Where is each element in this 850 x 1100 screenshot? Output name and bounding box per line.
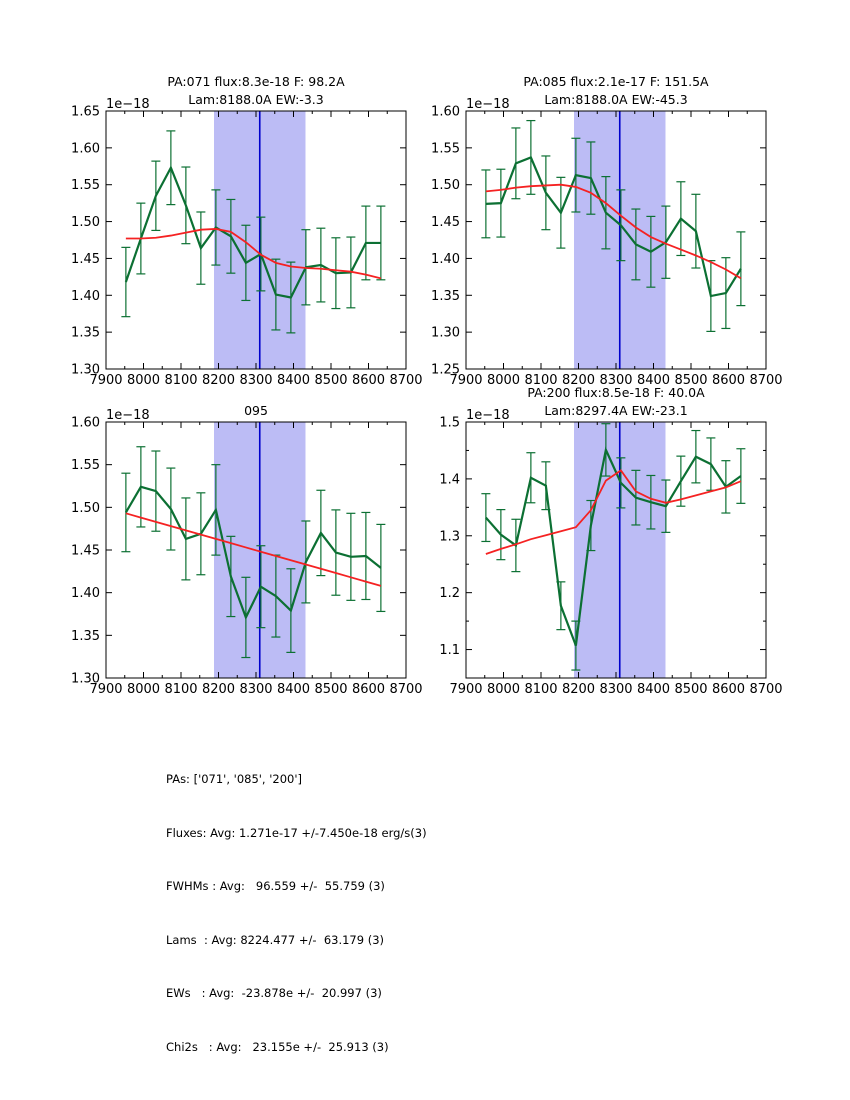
subplot-pa071: 7900 8000 8100 8200 8300 8400 8500 8600 8700 1.30… bbox=[71, 74, 423, 388]
x-tick-label: 8600 bbox=[712, 373, 745, 388]
y-tick-label: 1.60 bbox=[71, 416, 100, 431]
spectrum-line bbox=[124, 165, 381, 299]
x-tick-label: 8500 bbox=[314, 373, 347, 388]
fit-line bbox=[485, 469, 742, 555]
y-tick-label: 1.25 bbox=[431, 363, 460, 378]
y-tick-label: 1.50 bbox=[431, 178, 460, 193]
x-tick-label: 8100 bbox=[164, 373, 197, 388]
y-tick-label: 1.55 bbox=[71, 458, 100, 473]
y-tick-label: 1.60 bbox=[431, 105, 460, 120]
x-tick-label: 7900 bbox=[89, 373, 122, 388]
y-tick-label: 1.30 bbox=[71, 363, 100, 378]
y-tick-label: 1.50 bbox=[71, 501, 100, 516]
y-tick-label: 1.55 bbox=[71, 178, 100, 193]
x-tick-label: 8300 bbox=[599, 682, 632, 697]
y-tick-label: 1.4 bbox=[439, 472, 460, 487]
y-offset-label: 1e−18 bbox=[106, 408, 150, 423]
x-tick-label: 8400 bbox=[637, 373, 670, 388]
y-tick-label: 1.45 bbox=[71, 544, 100, 559]
ticks bbox=[465, 421, 767, 679]
stat-line-chi2s: Chi2s : Avg: 23.155e +/- 25.913 (3) bbox=[166, 1039, 389, 1054]
x-tick-label: 8200 bbox=[562, 373, 595, 388]
subplot-title-line: PA:200 flux:8.5e-18 F: 40.0A bbox=[527, 385, 705, 400]
y-offset-label: 1e−18 bbox=[466, 408, 510, 423]
y-tick-label: 1.60 bbox=[71, 141, 100, 156]
subplot-title-line: PA:071 flux:8.3e-18 F: 98.2A bbox=[167, 74, 345, 89]
x-tick-label: 8500 bbox=[674, 373, 707, 388]
y-tick-label: 1.5 bbox=[439, 416, 460, 431]
y-tick-label: 1.1 bbox=[439, 643, 460, 658]
stat-line-ews: EWs : Avg: -23.878e +/- 20.997 (3) bbox=[166, 986, 382, 1001]
spectrum-line bbox=[485, 156, 742, 298]
y-tick-label: 1.3 bbox=[439, 529, 460, 544]
x-tick-label: 8300 bbox=[239, 682, 272, 697]
x-tick-label: 8700 bbox=[389, 682, 422, 697]
stat-line-fluxes: Fluxes: Avg: 1.271e-17 +/-7.450e-18 erg/… bbox=[166, 825, 427, 840]
y-tick-label: 1.45 bbox=[431, 215, 460, 230]
x-tick-label: 8000 bbox=[487, 373, 520, 388]
x-tick-label: 8600 bbox=[712, 682, 745, 697]
x-tick-label: 8100 bbox=[164, 682, 197, 697]
subplot-title-line: Lam:8297.4A EW:-23.1 bbox=[544, 403, 687, 418]
stat-line-pas: PAs: ['071', '085', '200'] bbox=[166, 772, 303, 786]
stat-line-fwhms: FWHMs : Avg: 96.559 +/- 55.759 (3) bbox=[166, 879, 385, 894]
spectrum-line bbox=[124, 485, 382, 621]
x-tick-label: 8200 bbox=[562, 682, 595, 697]
x-tick-label: 8700 bbox=[389, 373, 422, 388]
x-tick-label: 8000 bbox=[127, 682, 160, 697]
y-tick-label: 1.40 bbox=[71, 586, 100, 601]
x-tick-label: 8300 bbox=[239, 373, 272, 388]
subplot-title-line: 095 bbox=[244, 403, 268, 418]
stat-line-lams: Lams : Avg: 8224.477 +/- 63.179 (3) bbox=[166, 932, 385, 947]
x-tick-label: 8400 bbox=[277, 373, 310, 388]
x-tick-label: 8200 bbox=[202, 682, 235, 697]
x-tick-label: 8100 bbox=[524, 682, 557, 697]
x-tick-label: 8300 bbox=[599, 373, 632, 388]
ticks bbox=[105, 110, 407, 370]
x-tick-label: 7900 bbox=[449, 682, 482, 697]
x-tick-label: 8600 bbox=[352, 373, 385, 388]
subplot-title-line: PA:085 flux:2.1e-17 F: 151.5A bbox=[523, 74, 709, 89]
stats-block: PAs: ['071', '085', '200'] Fluxes: Avg: … bbox=[166, 744, 427, 1094]
subplot-pa200: 7900 8000 8100 8200 8300 8400 8500 8600 8700 1.1 1… bbox=[439, 385, 782, 697]
x-tick-label: 7900 bbox=[449, 373, 482, 388]
y-tick-label: 1.40 bbox=[71, 289, 100, 304]
y-tick-label: 1.2 bbox=[439, 586, 460, 601]
y-tick-label: 1.35 bbox=[71, 326, 100, 341]
ticks bbox=[105, 421, 407, 679]
x-tick-label: 8100 bbox=[524, 373, 557, 388]
x-tick-label: 8500 bbox=[674, 682, 707, 697]
y-tick-label: 1.55 bbox=[431, 141, 460, 156]
x-tick-label: 8700 bbox=[749, 682, 782, 697]
subplot-title-line: Lam:8188.0A EW:-3.3 bbox=[188, 92, 323, 107]
fit-line bbox=[125, 228, 382, 280]
subplot-095: 7900 8000 8100 8200 8300 8400 8500 8600 8700 1.30… bbox=[71, 403, 423, 697]
subplot-title-line: Lam:8188.0A EW:-45.3 bbox=[544, 92, 687, 107]
spectrum-line bbox=[485, 446, 742, 646]
y-tick-label: 1.35 bbox=[431, 289, 460, 304]
y-tick-label: 1.50 bbox=[71, 215, 100, 230]
x-tick-label: 8200 bbox=[202, 373, 235, 388]
y-tick-label: 1.40 bbox=[431, 252, 460, 267]
y-tick-label: 1.30 bbox=[431, 326, 460, 341]
fit-line bbox=[125, 512, 382, 587]
x-tick-label: 8700 bbox=[749, 373, 782, 388]
x-tick-label: 8600 bbox=[352, 682, 385, 697]
x-tick-label: 8500 bbox=[314, 682, 347, 697]
y-tick-label: 1.35 bbox=[71, 629, 100, 644]
y-offset-label: 1e−18 bbox=[466, 97, 510, 112]
x-tick-label: 8000 bbox=[127, 373, 160, 388]
fit-line bbox=[485, 183, 742, 280]
x-tick-label: 8400 bbox=[277, 682, 310, 697]
ticks bbox=[465, 110, 767, 370]
x-tick-label: 8400 bbox=[637, 682, 670, 697]
y-tick-label: 1.30 bbox=[71, 672, 100, 687]
y-offset-label: 1e−18 bbox=[106, 97, 150, 112]
x-tick-label: 8000 bbox=[487, 682, 520, 697]
y-tick-label: 1.45 bbox=[71, 252, 100, 267]
subplot-pa085: 7900 8000 8100 8200 8300 8400 8500 8600 8700 1.25… bbox=[431, 74, 783, 388]
y-tick-label: 1.65 bbox=[71, 105, 100, 120]
x-tick-label: 7900 bbox=[89, 682, 122, 697]
